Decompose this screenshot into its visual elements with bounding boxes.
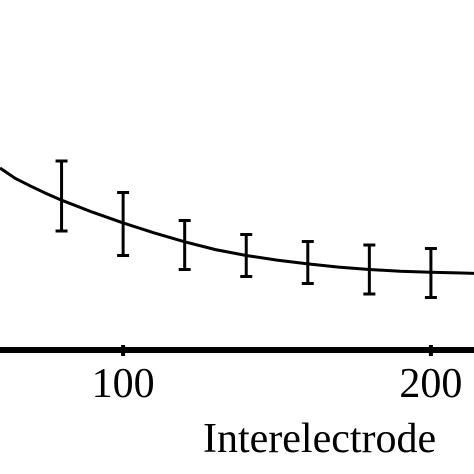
error-bar: [240, 233, 253, 278]
error-bar: [301, 240, 314, 285]
error-bar: [363, 243, 376, 296]
x-axis-label: Interelectrode: [203, 416, 436, 462]
error-bar: [424, 247, 437, 299]
error-bar: [117, 191, 130, 257]
x-ticks: 100 200: [92, 345, 462, 407]
error-bar: [55, 159, 68, 233]
fit-curve: [0, 166, 474, 275]
axes: 100 200: [0, 345, 474, 407]
plot-area: [0, 159, 474, 299]
error-bar: [178, 219, 191, 271]
x-tick-label: 200: [399, 361, 462, 407]
x-tick-label: 100: [92, 361, 155, 407]
